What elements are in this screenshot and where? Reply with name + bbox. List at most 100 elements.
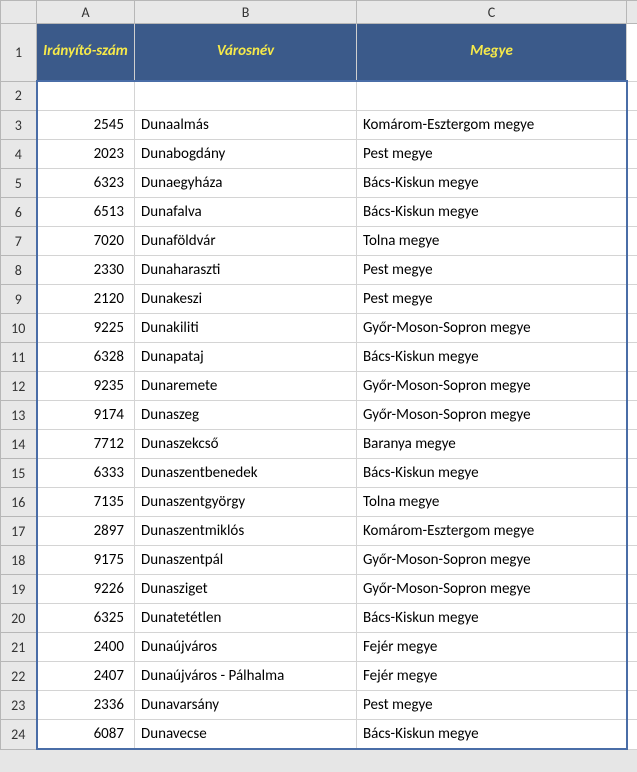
row-number[interactable]: 15: [1, 459, 37, 488]
cell-county[interactable]: Komárom-Esztergom megye: [357, 517, 627, 546]
row-number[interactable]: 7: [1, 227, 37, 256]
header-cell-code[interactable]: Irányító-szám: [37, 24, 135, 82]
cell-code[interactable]: 9174: [37, 401, 135, 430]
header-cell-city[interactable]: Városnév: [135, 24, 357, 82]
column-header-A[interactable]: A: [37, 1, 135, 24]
cell-county[interactable]: Győr-Moson-Sopron megye: [357, 372, 627, 401]
row-number[interactable]: 13: [1, 401, 37, 430]
cell-city[interactable]: Dunavecse: [135, 720, 357, 750]
cell-B2[interactable]: [135, 81, 357, 111]
cell-code[interactable]: 2897: [37, 517, 135, 546]
spreadsheet[interactable]: A B C 1 Irányító-szám Városnév Megye 2 3…: [0, 0, 637, 750]
cell-code[interactable]: 9226: [37, 575, 135, 604]
cell-county[interactable]: Komárom-Esztergom megye: [357, 111, 627, 140]
cell-county[interactable]: Győr-Moson-Sopron megye: [357, 575, 627, 604]
row-number[interactable]: 16: [1, 488, 37, 517]
row-number[interactable]: 5: [1, 169, 37, 198]
row-number[interactable]: 9: [1, 285, 37, 314]
cell-city[interactable]: Dunapataj: [135, 343, 357, 372]
row-number[interactable]: 1: [1, 24, 37, 82]
cell-code[interactable]: 2120: [37, 285, 135, 314]
row-number[interactable]: 8: [1, 256, 37, 285]
cell-county[interactable]: Bács-Kiskun megye: [357, 343, 627, 372]
cell-code[interactable]: 6328: [37, 343, 135, 372]
row-number[interactable]: 10: [1, 314, 37, 343]
cell-city[interactable]: Dunaszeg: [135, 401, 357, 430]
cell-county[interactable]: Tolna megye: [357, 488, 627, 517]
cell-county[interactable]: Győr-Moson-Sopron megye: [357, 401, 627, 430]
cell-code[interactable]: 6087: [37, 720, 135, 750]
row-number[interactable]: 24: [1, 720, 37, 750]
cell-code[interactable]: 2023: [37, 140, 135, 169]
cell-city[interactable]: Dunaújváros: [135, 633, 357, 662]
cell-city[interactable]: Dunabogdány: [135, 140, 357, 169]
cell-code[interactable]: 9235: [37, 372, 135, 401]
cell-county[interactable]: Bács-Kiskun megye: [357, 169, 627, 198]
row-number[interactable]: 3: [1, 111, 37, 140]
cell-city[interactable]: Dunaújváros - Pálhalma: [135, 662, 357, 691]
cell-city[interactable]: Dunafalva: [135, 198, 357, 227]
column-header-B[interactable]: B: [135, 1, 357, 24]
cell-code[interactable]: 9175: [37, 546, 135, 575]
row-number[interactable]: 11: [1, 343, 37, 372]
cell-county[interactable]: Bács-Kiskun megye: [357, 198, 627, 227]
row-number[interactable]: 19: [1, 575, 37, 604]
cell-code[interactable]: 2336: [37, 691, 135, 720]
cell-city[interactable]: Dunakeszi: [135, 285, 357, 314]
select-all-corner[interactable]: [1, 1, 37, 24]
cell-code[interactable]: 7712: [37, 430, 135, 459]
column-header-C[interactable]: C: [357, 1, 627, 24]
header-cell-county[interactable]: Megye: [357, 24, 627, 82]
cell-county[interactable]: Fejér megye: [357, 662, 627, 691]
cell-city[interactable]: Dunatetétlen: [135, 604, 357, 633]
cell-code[interactable]: 2330: [37, 256, 135, 285]
cell-code[interactable]: 9225: [37, 314, 135, 343]
row-number[interactable]: 21: [1, 633, 37, 662]
cell-county[interactable]: Bács-Kiskun megye: [357, 604, 627, 633]
grid[interactable]: A B C 1 Irányító-szám Városnév Megye 2 3…: [0, 0, 637, 750]
cell-county[interactable]: Pest megye: [357, 140, 627, 169]
cell-city[interactable]: Dunaszentgyörgy: [135, 488, 357, 517]
cell-county[interactable]: Tolna megye: [357, 227, 627, 256]
cell-county[interactable]: Bács-Kiskun megye: [357, 459, 627, 488]
cell-city[interactable]: Dunaalmás: [135, 111, 357, 140]
cell-C2[interactable]: [357, 81, 627, 111]
cell-county[interactable]: Pest megye: [357, 285, 627, 314]
cell-code[interactable]: 7020: [37, 227, 135, 256]
cell-city[interactable]: Dunaszekcső: [135, 430, 357, 459]
cell-city[interactable]: Dunaremete: [135, 372, 357, 401]
cell-code[interactable]: 6325: [37, 604, 135, 633]
cell-city[interactable]: Dunakiliti: [135, 314, 357, 343]
cell-code[interactable]: 6513: [37, 198, 135, 227]
cell-code[interactable]: 6333: [37, 459, 135, 488]
row-number[interactable]: 12: [1, 372, 37, 401]
cell-county[interactable]: Győr-Moson-Sopron megye: [357, 314, 627, 343]
cell-city[interactable]: Dunaszentmiklós: [135, 517, 357, 546]
cell-code[interactable]: 2400: [37, 633, 135, 662]
cell-code[interactable]: 2407: [37, 662, 135, 691]
cell-county[interactable]: Fejér megye: [357, 633, 627, 662]
row-number[interactable]: 18: [1, 546, 37, 575]
row-number[interactable]: 17: [1, 517, 37, 546]
cell-city[interactable]: Dunaföldvár: [135, 227, 357, 256]
row-number[interactable]: 22: [1, 662, 37, 691]
cell-county[interactable]: Pest megye: [357, 256, 627, 285]
cell-county[interactable]: Baranya megye: [357, 430, 627, 459]
cell-city[interactable]: Dunasziget: [135, 575, 357, 604]
cell-county[interactable]: Győr-Moson-Sopron megye: [357, 546, 627, 575]
cell-city[interactable]: Dunaegyháza: [135, 169, 357, 198]
cell-code[interactable]: 2545: [37, 111, 135, 140]
row-number[interactable]: 14: [1, 430, 37, 459]
cell-A2[interactable]: [37, 81, 135, 111]
row-number[interactable]: 2: [1, 81, 37, 111]
cell-city[interactable]: Dunaszentpál: [135, 546, 357, 575]
cell-city[interactable]: Dunaszentbenedek: [135, 459, 357, 488]
cell-code[interactable]: 6323: [37, 169, 135, 198]
row-number[interactable]: 23: [1, 691, 37, 720]
cell-code[interactable]: 7135: [37, 488, 135, 517]
cell-city[interactable]: Dunavarsány: [135, 691, 357, 720]
cell-county[interactable]: Bács-Kiskun megye: [357, 720, 627, 750]
cell-city[interactable]: Dunaharaszti: [135, 256, 357, 285]
row-number[interactable]: 20: [1, 604, 37, 633]
cell-county[interactable]: Pest megye: [357, 691, 627, 720]
